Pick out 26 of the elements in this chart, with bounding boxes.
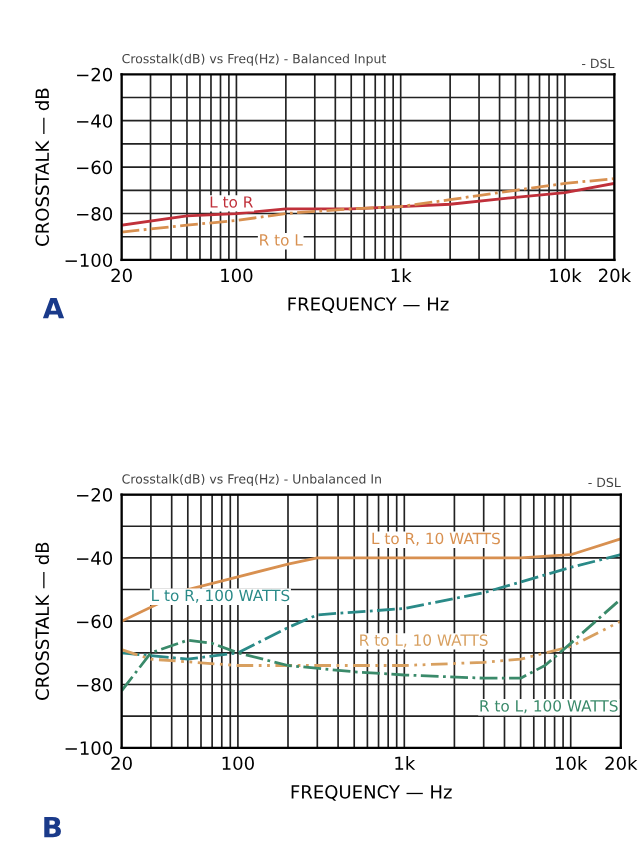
x-axis-title: FREQUENCY — Hz [291,785,452,801]
y-tick-label: −40 [77,114,113,128]
x-tick-label: 1k [391,268,412,282]
x-tick-label: 1k [395,756,416,770]
y-tick-label: −80 [77,206,113,221]
x-tick-label: 20k [599,268,632,283]
y-tick-label: −80 [77,677,113,692]
x-tick-label: 10k [550,268,582,283]
y-tick-label: −40 [77,551,113,565]
text: A [42,297,65,319]
x-axis-title: FREQUENCY — Hz [288,297,449,313]
text: B [44,817,61,838]
y-axis-title: CROSSTALK — dB [35,88,50,246]
y-tick-label: −100 [65,741,113,755]
x-tick-label: 10k [555,756,588,771]
y-tick-label: −20 [77,67,113,82]
y-tick-label: −60 [77,614,113,629]
y-tick-label: −60 [77,160,113,175]
y-tick-label: −100 [65,253,113,268]
y-axis-title: CROSSTALK — dB [35,542,50,700]
y-tick-label: −20 [77,488,113,502]
x-tick-label: 100 [221,268,253,283]
x-tick-label: 100 [222,756,254,771]
x-tick-label: 20k [605,756,638,771]
x-tick-label: 20 [111,268,132,283]
x-tick-label: 20 [111,756,132,771]
